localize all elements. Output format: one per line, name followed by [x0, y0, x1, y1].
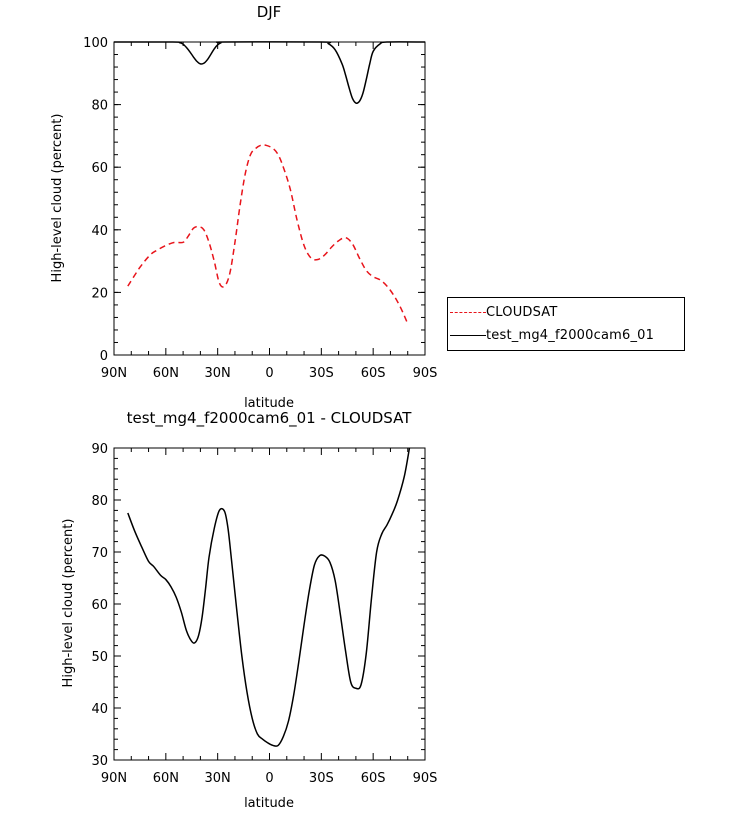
bottom-y-tick-label: 80 — [91, 494, 108, 509]
top-x-tick-label: 0 — [265, 366, 273, 381]
legend-swatch-model — [450, 334, 486, 336]
top-chart-title: DJF — [257, 3, 282, 21]
bottom-y-tick-label: 60 — [91, 598, 108, 613]
top-x-tick-label: 90S — [413, 366, 438, 381]
bottom-y-tick-label: 70 — [91, 546, 108, 561]
top-series-line-1 — [113, 41, 426, 104]
top-y-tick-label: 0 — [100, 349, 108, 364]
top-x-tick-label: 60S — [361, 366, 386, 381]
legend-swatch-cloudsat — [450, 311, 486, 313]
bottom-y-tick-label: 30 — [91, 754, 108, 769]
top-x-axis-label: latitude — [244, 396, 294, 411]
bottom-panel: test_mg4_f2000cam6_01 - CLOUDSAT 90N 60N 3… — [61, 409, 437, 811]
top-x-tick-label: 30S — [309, 366, 334, 381]
top-x-tick-label: 90N — [101, 366, 127, 381]
bottom-plot-frame — [113, 447, 426, 761]
top-plot-area: 90N 60N 30N 0 30S 60S 90S 0 20 40 60 80 100 — [83, 36, 437, 381]
top-y-tick-label: 60 — [91, 161, 108, 176]
bottom-y-tick-label: 90 — [91, 442, 108, 457]
top-y-tick-label: 80 — [91, 99, 108, 114]
top-panel: DJF 90N 60N 30N 0 30S 60S 90S 0 20 40 60 80 100 lati… — [50, 3, 437, 411]
bottom-chart-title: test_mg4_f2000cam6_01 - CLOUDSAT — [127, 409, 413, 428]
legend: CLOUDSAT test_mg4_f2000cam6_01 — [447, 297, 685, 351]
bottom-x-axis-label: latitude — [244, 796, 294, 811]
top-y-tick-label: 20 — [91, 286, 108, 301]
top-y-tick-label: 100 — [83, 36, 108, 51]
top-series-line-0 — [127, 144, 409, 325]
top-y-tick-label: 40 — [91, 224, 108, 239]
bottom-x-tick-label: 90N — [101, 771, 127, 786]
bottom-x-tick-label: 0 — [265, 771, 273, 786]
bottom-series-line-0 — [127, 447, 411, 747]
legend-label-cloudsat: CLOUDSAT — [486, 304, 558, 320]
top-plot-frame — [113, 41, 426, 356]
legend-label-model: test_mg4_f2000cam6_01 — [486, 327, 655, 343]
legend-item-model: test_mg4_f2000cam6_01 — [448, 325, 654, 345]
bottom-x-tick-label: 60S — [361, 771, 386, 786]
bottom-plot-area: 90N 60N 30N 0 30S 60S 90S 30 40 50 60 70 80 90 — [91, 442, 437, 786]
bottom-x-tick-label: 60N — [153, 771, 179, 786]
legend-item-cloudsat: CLOUDSAT — [448, 302, 558, 322]
top-x-tick-label: 60N — [153, 366, 179, 381]
bottom-y-tick-label: 40 — [91, 702, 108, 717]
bottom-x-tick-label: 30S — [309, 771, 334, 786]
bottom-y-tick-label: 50 — [91, 650, 108, 665]
bottom-y-axis-label: High-level cloud (percent) — [61, 519, 76, 688]
bottom-x-tick-label: 30N — [205, 771, 231, 786]
top-x-tick-label: 30N — [205, 366, 231, 381]
top-y-axis-label: High-level cloud (percent) — [50, 114, 65, 283]
bottom-x-tick-label: 90S — [413, 771, 438, 786]
